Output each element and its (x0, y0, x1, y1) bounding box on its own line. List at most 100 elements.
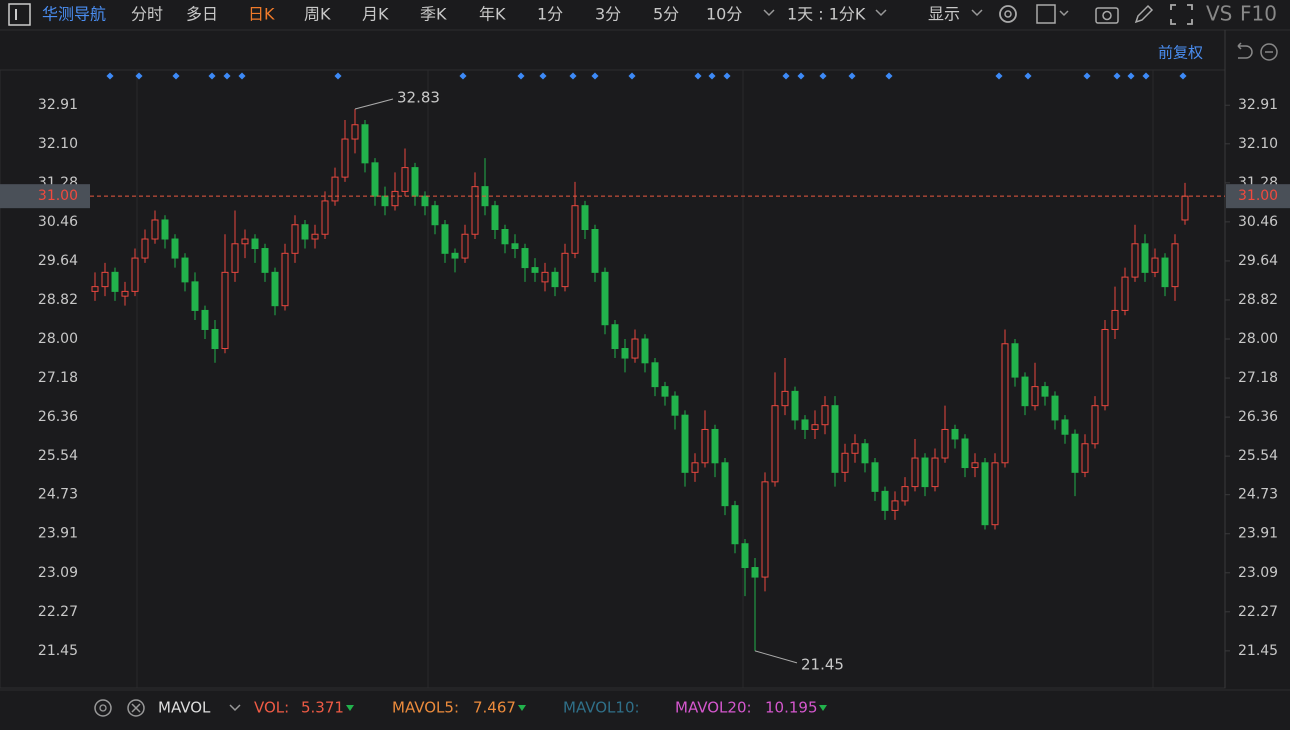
candle-body (611, 324, 619, 350)
event-marker[interactable] (819, 72, 827, 80)
candle-body (631, 338, 639, 359)
tab[interactable]: 分时 (131, 5, 163, 24)
reset-icon[interactable] (1237, 42, 1253, 59)
candle-body (221, 271, 229, 350)
y-tick-label-right: 21.45 (1238, 643, 1278, 659)
candle-body (941, 428, 949, 459)
layout-icon[interactable] (1036, 4, 1056, 24)
event-marker[interactable] (517, 72, 525, 80)
candle-body (951, 428, 959, 440)
mavol5-label: MAVOL5: (392, 699, 459, 717)
event-marker[interactable] (135, 72, 143, 80)
fullscreen-icon[interactable] (1170, 4, 1193, 25)
event-marker[interactable] (723, 72, 731, 80)
draw-icon[interactable] (1134, 4, 1154, 24)
event-marker[interactable] (995, 72, 1003, 80)
event-marker[interactable] (334, 72, 342, 80)
candle-body (111, 271, 119, 292)
y-tick-label-right: 23.91 (1238, 526, 1278, 542)
event-marker[interactable] (694, 72, 702, 80)
candle-body (561, 252, 569, 288)
candle-body (1001, 343, 1009, 464)
candle-body (391, 190, 399, 207)
tab[interactable]: 日K (248, 5, 275, 24)
candle-body (661, 386, 669, 397)
event-marker[interactable] (172, 72, 180, 80)
y-tick-label-right: 28.82 (1238, 292, 1278, 308)
y-tick-label-right: 26.36 (1238, 409, 1278, 425)
adjust-button[interactable]: 前复权 (1158, 44, 1203, 62)
event-marker[interactable] (628, 72, 636, 80)
candle-body (301, 224, 309, 240)
tab[interactable]: 多日 (186, 5, 218, 24)
event-marker[interactable] (782, 72, 790, 80)
event-marker[interactable] (885, 72, 893, 80)
y-tick-label-right: 22.27 (1238, 604, 1278, 620)
candle-body (511, 243, 519, 250)
tab[interactable]: 5分 (653, 5, 679, 24)
period-select[interactable]: 1天 : 1分K (787, 5, 866, 24)
candle-body (421, 195, 429, 207)
event-marker[interactable] (208, 72, 216, 80)
candle-body (311, 233, 319, 240)
y-tick-label-right: 24.73 (1238, 487, 1278, 503)
settings-icon[interactable] (999, 5, 1017, 23)
high-label: 32.83 (397, 89, 440, 107)
candle-body (381, 195, 389, 207)
candle-body (1011, 343, 1019, 378)
y-tick-label-right: 23.09 (1238, 565, 1278, 581)
tab[interactable]: 季K (420, 5, 447, 24)
event-marker[interactable] (223, 72, 231, 80)
event-marker[interactable] (797, 72, 805, 80)
camera-icon[interactable] (1095, 7, 1119, 24)
event-marker[interactable] (238, 72, 246, 80)
candle-body (751, 567, 759, 578)
candle-body (851, 443, 859, 454)
candle-body (1091, 405, 1099, 445)
candle-body (401, 167, 409, 192)
candle-body (601, 271, 609, 326)
event-marker[interactable] (708, 72, 716, 80)
indicator-settings[interactable] (94, 699, 112, 717)
event-marker[interactable] (106, 72, 114, 80)
candle-body (231, 243, 239, 273)
stock-name[interactable]: 华测导航 (42, 5, 106, 24)
event-marker[interactable] (539, 72, 547, 80)
tab[interactable]: 3分 (595, 5, 621, 24)
f10-button[interactable]: F10 (1240, 2, 1277, 26)
candle-body (1031, 386, 1039, 407)
candle-body (811, 424, 819, 430)
tab[interactable]: 月K (362, 5, 389, 24)
candle-body (841, 452, 849, 473)
tab[interactable]: 10分 (706, 5, 742, 24)
chevron (971, 9, 983, 17)
candle-body (651, 362, 659, 388)
event-marker[interactable] (569, 72, 577, 80)
candle-body (711, 428, 719, 464)
y-tick-label-right: 29.64 (1238, 253, 1278, 269)
y-tick-label: 29.64 (38, 253, 78, 269)
candle-body (271, 271, 279, 307)
vs-button[interactable]: VS (1206, 2, 1232, 26)
indicator-close[interactable] (127, 699, 145, 717)
candle-body (931, 457, 939, 488)
candle-body (251, 238, 259, 250)
tab[interactable]: 年K (479, 5, 506, 24)
event-marker[interactable] (848, 72, 856, 80)
candle-body (961, 438, 969, 469)
tab[interactable]: 1分 (537, 5, 563, 24)
display-button[interactable]: 显示 (928, 5, 960, 24)
candle-body (801, 419, 809, 430)
candle-body (581, 205, 589, 230)
candle-body (261, 248, 269, 273)
event-marker[interactable] (591, 72, 599, 80)
y-tick-label: 32.10 (38, 136, 78, 152)
indicator-name[interactable]: MAVOL (158, 699, 211, 717)
event-marker[interactable] (459, 72, 467, 80)
menu-icon[interactable] (8, 3, 31, 26)
candle-body (121, 290, 129, 297)
y-tick-label-right: 25.54 (1238, 448, 1278, 464)
tab[interactable]: 周K (304, 5, 331, 24)
candle-body (591, 228, 599, 273)
zoom-out-icon[interactable] (1260, 43, 1278, 61)
